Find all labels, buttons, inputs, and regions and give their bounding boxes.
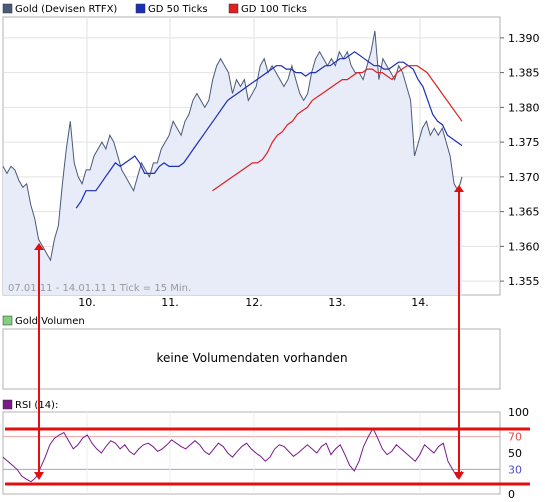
price-y-tick-label: 1.370	[508, 171, 540, 184]
price-y-tick-label: 1.360	[508, 240, 540, 253]
legend-label-gd100: GD 100 Ticks	[241, 4, 307, 15]
rsi-y-tick-label: 50	[508, 447, 522, 460]
price-y-tick-label: 1.375	[508, 136, 540, 149]
price-x-tick-label: 10.	[78, 296, 96, 309]
main-legend: Gold (Devisen RTFX) GD 50 Ticks GD 100 T…	[2, 3, 307, 15]
price-y-tick-label: 1.385	[508, 67, 540, 80]
annotation-arrow-right-head-top	[454, 185, 464, 192]
legend-label-gd50: GD 50 Ticks	[148, 4, 208, 15]
legend-swatch-gd50	[135, 3, 146, 14]
price-y-tick-label: 1.355	[508, 275, 540, 288]
price-panel: 07.01.11 - 14.01.11 1 Tick = 15 Min. 1.3…	[2, 16, 540, 309]
annotations	[5, 185, 530, 486]
price-x-tick-label: 12.	[245, 296, 263, 309]
legend-label-volume: Gold Volumen	[15, 316, 85, 327]
legend-swatch-gd100	[228, 3, 239, 14]
rsi-y-tick-label: 0	[508, 488, 515, 501]
price-y-axis: 1.390 1.385 1.380 1.375 1.370 1.365 1.360 1.355	[500, 32, 540, 288]
series-line-gd100	[212, 65, 463, 192]
annotation-arrow-left-head-bottom	[34, 472, 44, 480]
legend-swatch-rsi	[2, 399, 13, 410]
rsi-y-tick-label: 100	[508, 406, 529, 419]
rsi-y-tick-label: 30	[508, 463, 522, 476]
price-x-axis: 10. 11. 12. 13. 14.	[78, 296, 429, 309]
rsi-plot-frame	[2, 411, 501, 495]
rsi-y-axis: 100 70 50 30 0	[508, 406, 529, 501]
legend-swatch-volume	[2, 315, 13, 326]
series-line-gd50	[75, 51, 463, 209]
chart-info-text: 07.01.11 - 14.01.11 1 Tick = 15 Min.	[8, 283, 191, 294]
series-line-rsi	[2, 427, 463, 483]
price-area	[3, 30, 462, 296]
series-line-gold	[2, 30, 463, 262]
price-y-tick-label: 1.365	[508, 206, 540, 219]
annotation-arrow-left-head-top	[34, 243, 44, 250]
price-y-tick-label: 1.380	[508, 101, 540, 114]
rsi-panel: RSI (14): 100 70 50 30 0	[2, 399, 529, 501]
legend-swatch-gold	[2, 3, 13, 14]
volume-plot-frame	[2, 328, 501, 390]
price-x-tick-label: 11.	[161, 296, 179, 309]
price-x-tick-label: 13.	[328, 296, 346, 309]
volume-panel: Gold Volumen keine Volumendaten vorhande…	[2, 315, 501, 390]
legend-label-gold: Gold (Devisen RTFX)	[15, 4, 117, 15]
price-y-tick-label: 1.390	[508, 32, 540, 45]
annotation-arrow-right-head-bottom	[454, 472, 464, 480]
legend-label-rsi: RSI (14):	[15, 400, 58, 411]
rsi-y-tick-label: 70	[508, 431, 522, 444]
volume-empty-message: keine Volumendaten vorhanden	[156, 351, 347, 365]
price-x-tick-label: 14.	[411, 296, 429, 309]
